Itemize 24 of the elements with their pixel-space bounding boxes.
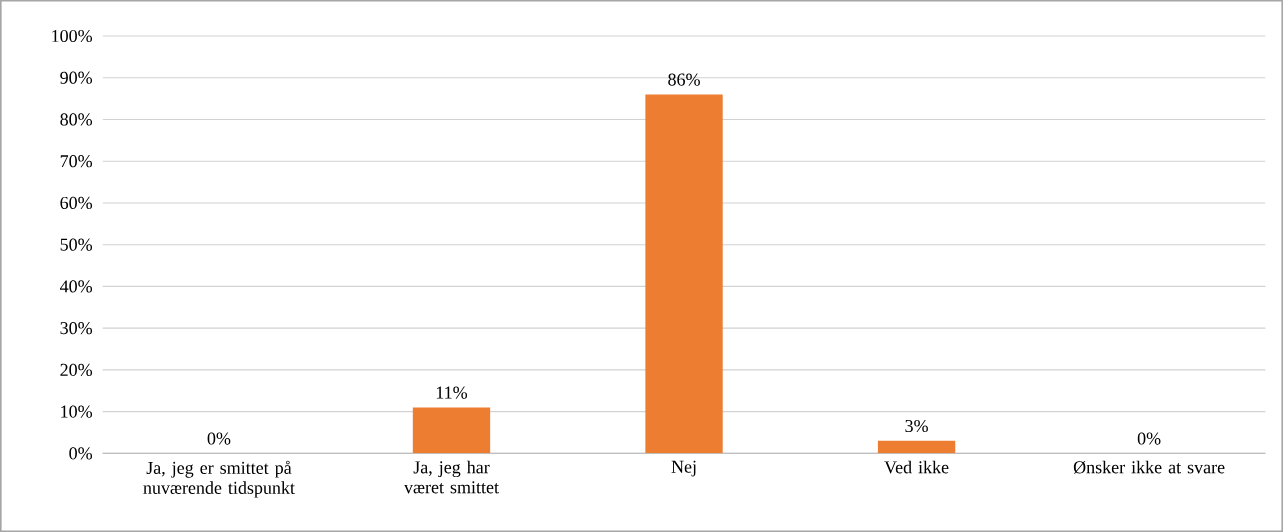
y-tick-label: 0% bbox=[69, 447, 93, 460]
y-tick-label: 50% bbox=[60, 238, 93, 251]
y-tick-label: 40% bbox=[60, 280, 93, 293]
data-label: 11% bbox=[436, 386, 468, 399]
x-tick-label: Ja, jeg er smittet på nuværende tidspunkt bbox=[143, 460, 295, 498]
y-tick-label: 100% bbox=[52, 29, 93, 43]
data-label: 0% bbox=[1137, 432, 1161, 445]
data-label: 3% bbox=[905, 419, 928, 433]
bar bbox=[412, 407, 491, 454]
y-tick-label: 30% bbox=[60, 322, 93, 335]
x-tick-label: Nej bbox=[671, 460, 696, 477]
bar bbox=[877, 440, 956, 454]
x-tick-label: Ønsker ikke at svare bbox=[1073, 460, 1225, 474]
y-tick-label: 20% bbox=[60, 363, 93, 376]
y-tick-label: 70% bbox=[60, 155, 93, 168]
data-label: 0% bbox=[207, 432, 231, 445]
y-tick-label: 80% bbox=[60, 113, 93, 126]
x-tick-label: Ja, jeg har været smittet bbox=[404, 460, 499, 494]
y-tick-label: 90% bbox=[60, 71, 93, 84]
y-tick-label: 10% bbox=[61, 405, 93, 418]
bar bbox=[645, 94, 723, 454]
data-label: 86% bbox=[668, 73, 700, 86]
x-tick-label: Ved ikke bbox=[884, 460, 949, 474]
y-tick-label: 60% bbox=[60, 196, 93, 210]
